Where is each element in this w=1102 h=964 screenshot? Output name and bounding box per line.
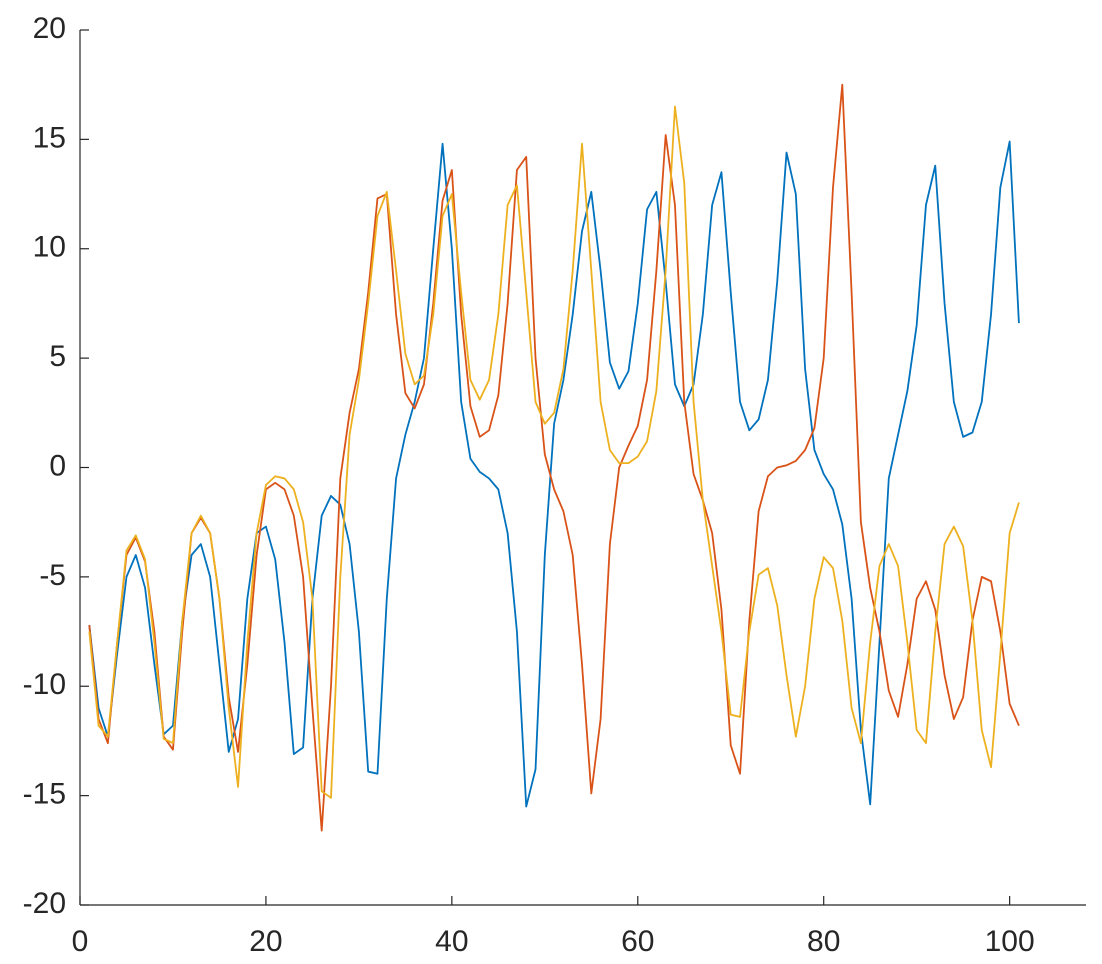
- y-tick-label: -5: [39, 559, 66, 592]
- x-tick-label: 40: [435, 925, 468, 958]
- line: [88, 83, 1020, 832]
- y-tick-label: -20: [23, 887, 66, 920]
- x-tick-label: 60: [621, 925, 654, 958]
- x-tick-label: 0: [72, 925, 89, 958]
- y-tick-label: 15: [33, 121, 66, 154]
- y-tick-label: 20: [33, 12, 66, 45]
- y-tick-label: -10: [23, 668, 66, 701]
- y-tick-label: 10: [33, 231, 66, 264]
- y-tick-label: -15: [23, 778, 66, 811]
- x-tick-label: 100: [985, 925, 1035, 958]
- y-tick-label: 0: [49, 449, 66, 482]
- x-tick-label: 80: [807, 925, 840, 958]
- line: [88, 105, 1020, 799]
- x-tick-label: 20: [249, 925, 282, 958]
- line: [88, 140, 1020, 808]
- y-tick-label: 5: [49, 340, 66, 373]
